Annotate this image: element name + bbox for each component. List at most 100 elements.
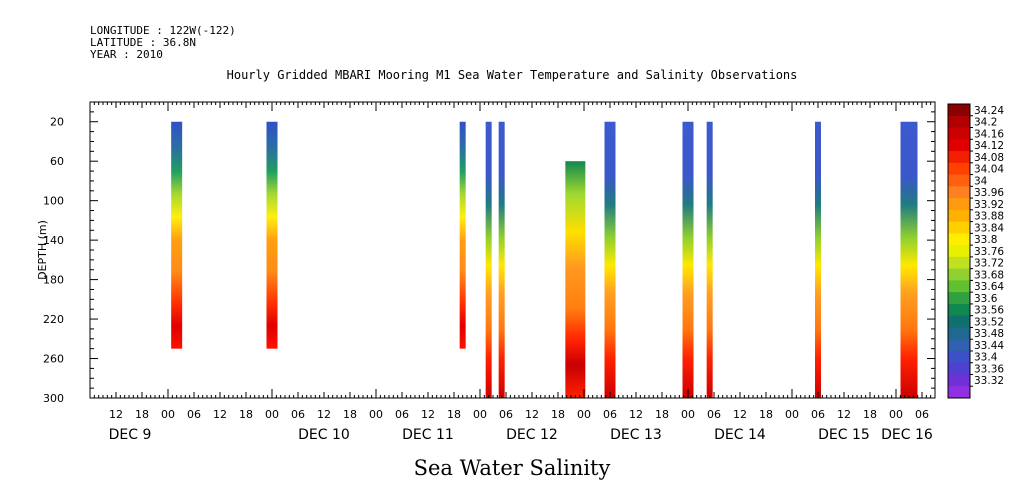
x-hour-label: 00 [369, 408, 383, 421]
x-hour-label: 18 [759, 408, 773, 421]
colorbar-swatch [948, 209, 970, 223]
x-date-label: DEC 12 [506, 427, 558, 443]
colorbar-label: 33.68 [974, 269, 1004, 281]
y-tick-label: 220 [43, 313, 64, 326]
colorbar-swatch [948, 339, 970, 352]
x-hour-label: 00 [161, 408, 175, 421]
colorbar-label: 33.96 [974, 187, 1004, 199]
x-hour-label: 12 [733, 408, 747, 421]
colorbar-swatch [948, 303, 970, 317]
y-tick-label: 60 [50, 155, 64, 168]
salinity-column [565, 161, 586, 398]
colorbar-label: 33.84 [974, 222, 1004, 234]
colorbar-label: 33.72 [974, 258, 1004, 270]
x-hour-label: 12 [525, 408, 539, 421]
salinity-column [604, 121, 616, 398]
x-date-label: DEC 14 [714, 427, 766, 443]
x-hour-label: 06 [499, 408, 513, 421]
x-hour-label: 18 [343, 408, 357, 421]
x-date-label: DEC 9 [109, 427, 152, 443]
y-tick-label: 100 [43, 195, 64, 208]
colorbar: 34.2434.234.1634.1234.0834.043433.9633.9… [947, 103, 1004, 399]
colorbar-frame [947, 103, 971, 399]
x-date-label: DEC 11 [402, 427, 454, 443]
x-hour-label: 18 [135, 408, 149, 421]
salinity-column [815, 121, 821, 398]
colorbar-label: 33.32 [974, 375, 1004, 387]
colorbar-swatch [948, 268, 970, 281]
y-axis-label: DEPTH (m) [36, 220, 49, 280]
x-date-label: DEC 10 [298, 427, 350, 443]
x-hour-label: 12 [629, 408, 643, 421]
y-tick-label: 300 [43, 392, 64, 405]
colorbar-swatch [948, 374, 970, 387]
colorbar-swatch [948, 115, 970, 129]
latitude-label: LATITUDE : 36.8N [90, 36, 196, 49]
y-tick-label: 180 [43, 274, 64, 287]
x-date-label: DEC 13 [610, 427, 662, 443]
data-columns [171, 121, 918, 398]
colorbar-swatch [948, 292, 970, 305]
salinity-column [706, 121, 713, 398]
x-hour-label: 18 [551, 408, 565, 421]
colorbar-swatch [948, 139, 970, 152]
x-hour-label: 06 [915, 408, 929, 421]
colorbar-swatch [948, 256, 970, 270]
colorbar-swatch [948, 104, 970, 117]
colorbar-swatch [948, 245, 970, 258]
x-hour-label: 06 [603, 408, 617, 421]
colorbar-label: 34.08 [974, 152, 1004, 164]
x-date-label: DEC 16 [881, 427, 933, 443]
x-axis-label: Sea Water Salinity [414, 456, 611, 480]
salinity-column [171, 121, 183, 349]
x-hour-label: 12 [317, 408, 331, 421]
colorbar-label: 33.56 [974, 305, 1004, 317]
colorbar-swatch [948, 386, 970, 399]
colorbar-label: 33.48 [974, 328, 1004, 340]
colorbar-label: 34 [974, 175, 988, 187]
colorbar-swatch [948, 327, 970, 340]
colorbar-label: 33.8 [974, 234, 997, 246]
colorbar-label: 33.76 [974, 246, 1004, 258]
x-hour-label: 06 [707, 408, 721, 421]
x-hour-label: 00 [889, 408, 903, 421]
colorbar-label: 33.36 [974, 363, 1004, 375]
colorbar-label: 34.16 [974, 128, 1004, 140]
colorbar-swatch [948, 280, 970, 293]
colorbar-label: 33.4 [974, 352, 998, 364]
colorbar-label: 33.6 [974, 293, 998, 305]
colorbar-swatch [948, 350, 970, 364]
colorbar-label: 34.2 [974, 117, 997, 129]
colorbar-label: 33.92 [974, 199, 1004, 211]
colorbar-label: 34.12 [974, 140, 1004, 152]
colorbar-swatch [948, 162, 970, 176]
x-hour-label: 18 [447, 408, 461, 421]
colorbar-swatch [948, 198, 970, 211]
colorbar-swatch [948, 127, 970, 140]
axes: 20 60 100 140 180 220 260 300 12 18 00 06 12 18 00 06 12… [43, 102, 936, 443]
x-hour-label: 00 [473, 408, 487, 421]
colorbar-swatch [948, 186, 970, 199]
y-tick-label: 260 [43, 353, 64, 366]
x-hour-label: 18 [655, 408, 669, 421]
x-hour-label: 18 [863, 408, 877, 421]
y-tick-label: 140 [43, 234, 64, 247]
colorbar-label: 33.64 [974, 281, 1004, 293]
x-hour-label: 06 [395, 408, 409, 421]
colorbar-swatch [948, 174, 970, 187]
colorbar-label: 34.24 [974, 105, 1004, 117]
salinity-column [485, 121, 492, 398]
colorbar-swatch [948, 151, 970, 164]
x-hour-label: 00 [265, 408, 279, 421]
x-hour-label: 12 [213, 408, 227, 421]
salinity-column [682, 121, 694, 398]
colorbar-label: 33.44 [974, 340, 1004, 352]
colorbar-label: 33.88 [974, 211, 1004, 223]
x-hour-label: 00 [681, 408, 695, 421]
plot-frame [89, 101, 936, 399]
x-hour-label: 00 [785, 408, 799, 421]
salinity-column [459, 121, 466, 349]
colorbar-swatch [948, 221, 970, 234]
longitude-label: LONGITUDE : 122W(-122) [90, 24, 236, 37]
